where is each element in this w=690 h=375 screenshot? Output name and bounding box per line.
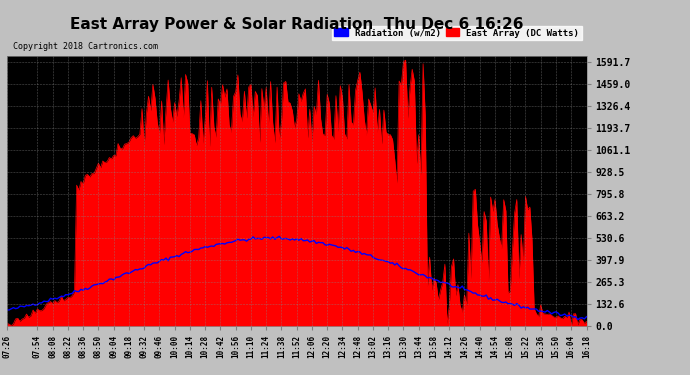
Legend: Radiation (w/m2), East Array (DC Watts): Radiation (w/m2), East Array (DC Watts) — [332, 26, 582, 40]
Text: Copyright 2018 Cartronics.com: Copyright 2018 Cartronics.com — [12, 42, 158, 51]
Text: East Array Power & Solar Radiation  Thu Dec 6 16:26: East Array Power & Solar Radiation Thu D… — [70, 17, 524, 32]
